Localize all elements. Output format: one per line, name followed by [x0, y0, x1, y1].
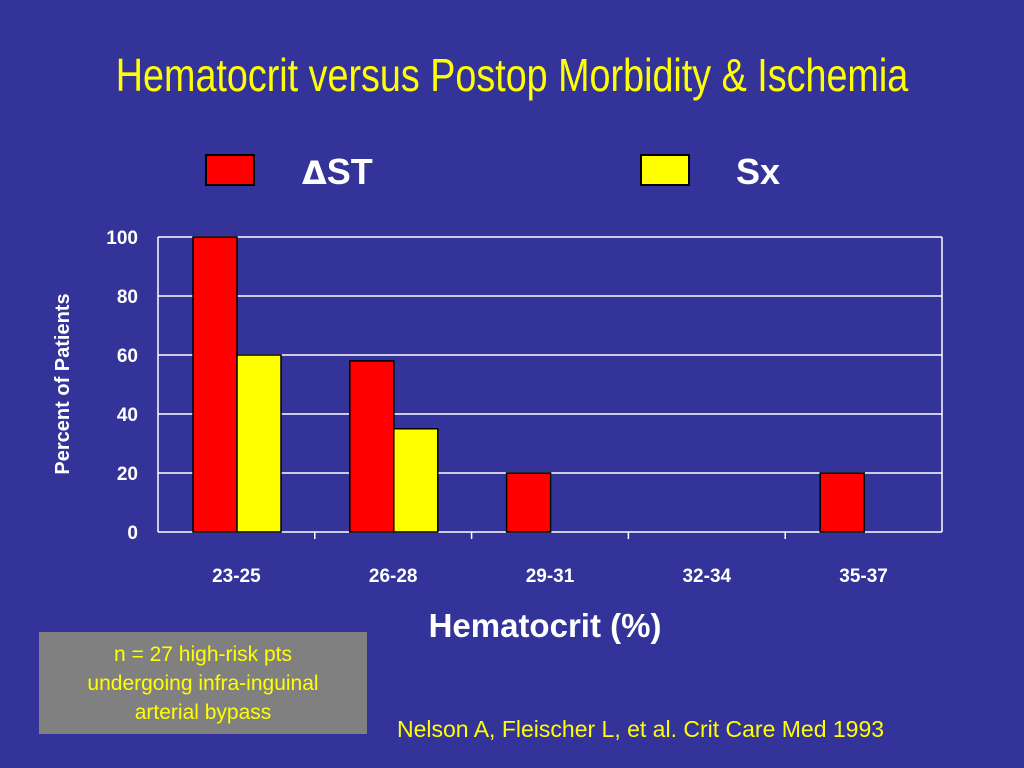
x-tick-label: 35-37	[839, 566, 888, 587]
legend-label-sx: Sx	[736, 151, 781, 192]
x-tick-label: 32-34	[682, 566, 731, 587]
slide-title: Hematocrit versus Postop Morbidity & Isc…	[115, 49, 909, 101]
study-note-box: n = 27 high-risk pts undergoing infra-in…	[39, 632, 367, 734]
y-axis-label: Percent of Patients	[52, 293, 74, 474]
x-tick-label: 29-31	[526, 566, 575, 587]
x-tick-label: 23-25	[212, 566, 261, 587]
bar-sx	[236, 354, 282, 533]
legend-swatch-st	[205, 154, 255, 186]
y-tick-label: 0	[127, 523, 138, 544]
legend-label-st: ΔST	[302, 151, 373, 193]
bar-st	[819, 472, 865, 533]
bars	[192, 236, 865, 533]
note-line-2: undergoing infra-inguinal	[87, 672, 319, 695]
legend-label-st-text: ST	[326, 151, 373, 192]
bar-sx	[393, 428, 439, 533]
bar-st	[349, 360, 395, 533]
ticks: 0 20 40 60 80 100 23-25 26-28 29-31 32-34 35-37	[106, 228, 888, 587]
legend-swatch-sx	[640, 154, 690, 186]
y-tick-label: 40	[117, 405, 138, 426]
note-line-1: n = 27 high-risk pts	[113, 643, 292, 666]
x-tick-label: 26-28	[369, 566, 418, 587]
citation: Nelson A, Fleischer L, et al. Crit Care …	[397, 716, 885, 742]
bar-st	[192, 236, 238, 533]
note-line-3: arterial bypass	[134, 701, 272, 724]
delta-symbol: Δ	[302, 154, 327, 192]
y-tick-label: 80	[117, 287, 138, 308]
bar-st	[505, 472, 552, 533]
y-tick-label: 20	[117, 464, 138, 485]
x-axis-label: Hematocrit (%)	[429, 607, 662, 644]
y-tick-label: 60	[117, 346, 138, 367]
y-tick-label: 100	[106, 228, 138, 249]
